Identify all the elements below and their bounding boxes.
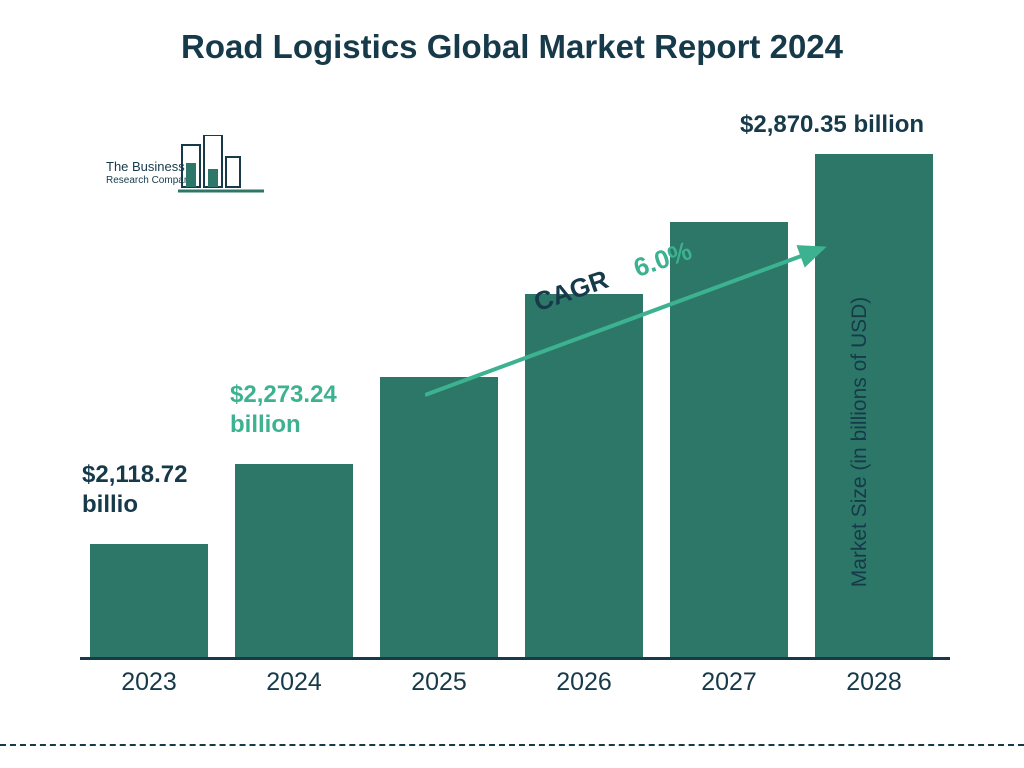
x-label-2025: 2025 bbox=[380, 668, 498, 697]
value-label-0: $2,118.72billio bbox=[82, 460, 187, 520]
x-label-2024: 2024 bbox=[235, 668, 353, 697]
bar-2024 bbox=[235, 464, 353, 657]
bar-2023 bbox=[90, 544, 208, 657]
x-label-2028: 2028 bbox=[815, 668, 933, 697]
x-label-2023: 2023 bbox=[90, 668, 208, 697]
cagr-annotation: CAGR 6.0% bbox=[425, 240, 835, 410]
chart-area: 202320242025202620272028 Market Size (in… bbox=[80, 90, 950, 690]
x-label-2027: 2027 bbox=[670, 668, 788, 697]
footer-divider bbox=[0, 744, 1024, 746]
bar-2025 bbox=[380, 377, 498, 657]
chart-title: Road Logistics Global Market Report 2024 bbox=[0, 28, 1024, 66]
value-label-1: $2,273.24billion bbox=[230, 380, 337, 440]
value-label-2: $2,870.35 billion bbox=[740, 110, 924, 140]
x-label-2026: 2026 bbox=[525, 668, 643, 697]
y-axis-label: Market Size (in billions of USD) bbox=[848, 272, 872, 612]
